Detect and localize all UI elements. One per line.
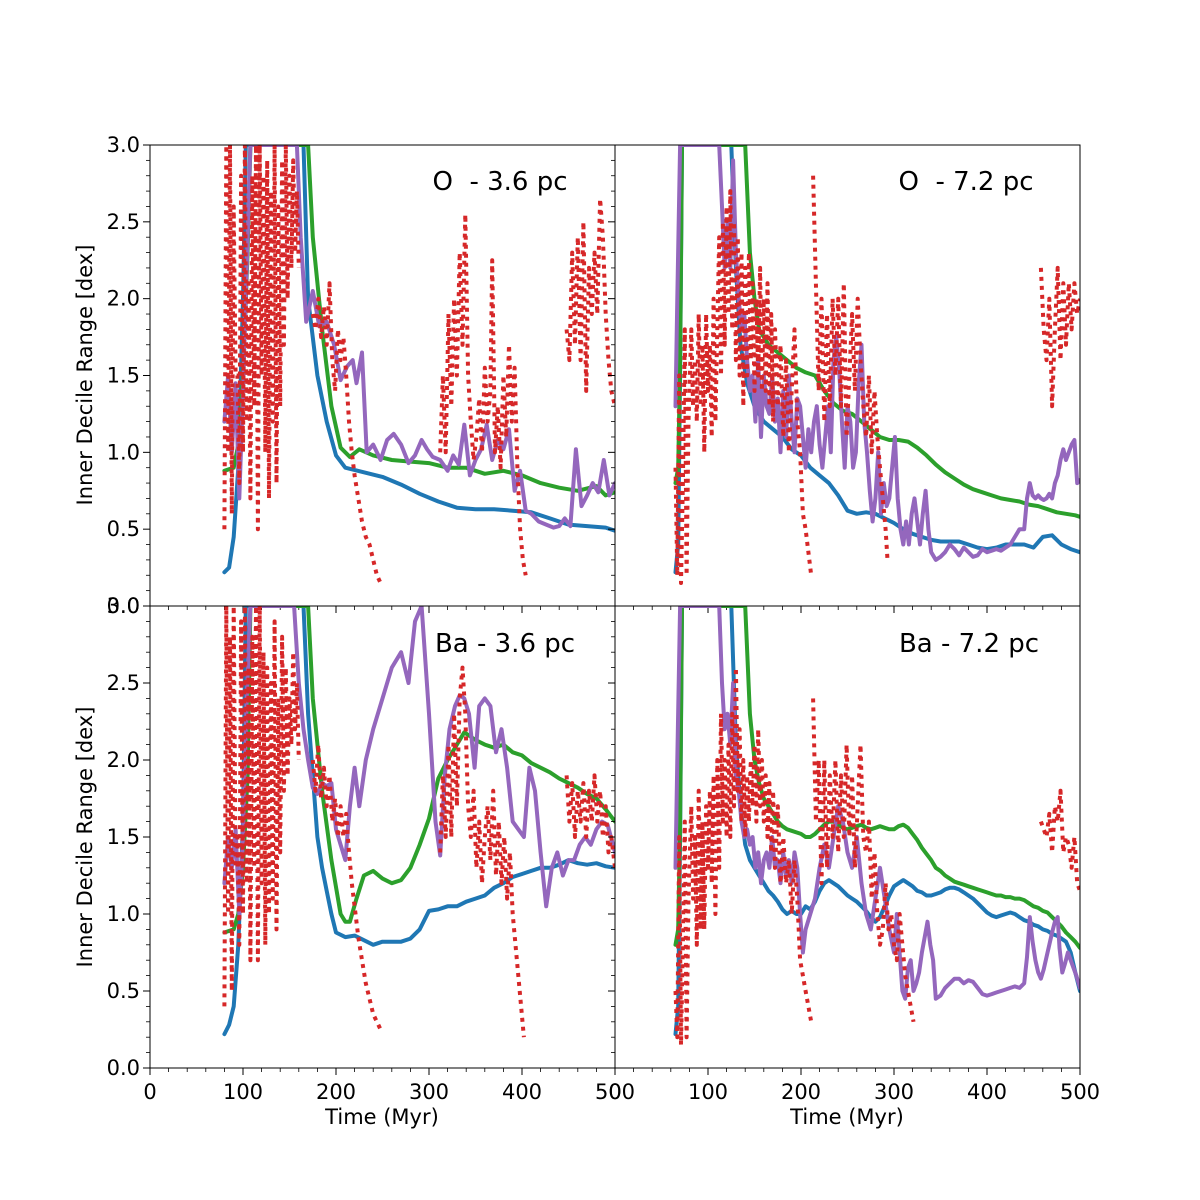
y-tick-label: 1.0: [107, 902, 140, 926]
series-1-line: [222, 145, 615, 575]
x-tick-label: 400: [502, 1080, 542, 1104]
panel-4: 0 100 200 300 400 500 Ba - 7.2 pc: [608, 605, 1100, 1104]
series-4-line-seg-1: [222, 145, 301, 532]
series-4-line-seg-4: [564, 196, 615, 407]
panel-title: O - 3.6 pc: [432, 167, 567, 197]
panel-lines: [673, 606, 1080, 1047]
series-4-line-seg-2: [310, 281, 383, 584]
panel-3: 0 100 200 300 400 500 0.0 0.5 1.0 1.5 2.0 2.5 3.0 Ba …: [107, 594, 635, 1104]
y-tick-label: 3.0: [107, 594, 140, 618]
y-tick-label: 2.5: [107, 671, 140, 695]
series-4-line-seg-3: [1038, 265, 1080, 409]
series-1-line: [673, 606, 1080, 1037]
y-tick-label: 0.0: [107, 594, 140, 618]
panel-title: Ba - 7.2 pc: [899, 629, 1039, 659]
series-4-line-seg-4: [564, 773, 615, 869]
panel-lines: [222, 606, 615, 1038]
y-axis-label: Inner Decile Range [dex]: [73, 707, 97, 968]
x-tick-label: 200: [316, 1080, 356, 1104]
y-tick-label: 3.0: [107, 133, 140, 157]
series-4-line-seg-3: [438, 212, 528, 576]
series-4-line-seg-1: [222, 606, 301, 1007]
y-tick-label: 1.5: [107, 364, 140, 388]
y-tick-label: 2.0: [107, 748, 140, 772]
series-4-line-seg-3: [1039, 788, 1080, 892]
x-tick-label: 300: [874, 1080, 914, 1104]
series-4-line-seg-2: [310, 742, 383, 1031]
x-tick-label: 300: [409, 1080, 449, 1104]
y-tick-label: 0.0: [107, 1056, 140, 1080]
series-3-line: [673, 145, 1080, 562]
y-axis-label: Inner Decile Range [dex]: [73, 245, 97, 506]
y-tick-label: 2.0: [107, 287, 140, 311]
x-axis-label: Time (Myr): [324, 1105, 439, 1129]
x-tick-label: 0: [608, 1080, 621, 1104]
x-tick-label: 500: [595, 1080, 635, 1104]
series-2-line: [222, 606, 615, 935]
series-4-line-seg-1: [673, 665, 814, 1047]
series-1-line: [222, 606, 615, 1037]
panel-2: O - 7.2 pc: [608, 144, 1081, 613]
x-tick-label: 500: [1060, 1080, 1100, 1104]
x-axis-label: Time (Myr): [789, 1105, 904, 1129]
x-tick-label: 400: [967, 1080, 1007, 1104]
series-3-line: [673, 606, 1080, 1001]
series-4-line-seg-2: [811, 175, 890, 561]
y-tick-label: 1.5: [107, 825, 140, 849]
series-4-line-seg-2: [811, 698, 916, 1023]
y-tick-label: 0.5: [107, 517, 140, 541]
panel-lines: [222, 145, 615, 584]
series-3-line: [222, 145, 615, 530]
y-tick-label: 0.5: [107, 979, 140, 1003]
panel-lines: [673, 145, 1080, 585]
panel-1: 0.0 0.5 1.0 1.5 2.0 2.5 3.0 O - 3.6 pc: [107, 133, 616, 618]
y-tick-label: 2.5: [107, 210, 140, 234]
y-tick-label: 1.0: [107, 440, 140, 464]
panel-title: O - 7.2 pc: [898, 167, 1033, 197]
x-tick-label: 100: [688, 1080, 728, 1104]
x-tick-label: 200: [781, 1080, 821, 1104]
x-tick-label: 100: [223, 1080, 263, 1104]
panel-title: Ba - 3.6 pc: [435, 629, 575, 659]
x-tick-label: 0: [143, 1080, 156, 1104]
series-2-line: [673, 606, 1080, 950]
series-3-line: [222, 606, 615, 916]
